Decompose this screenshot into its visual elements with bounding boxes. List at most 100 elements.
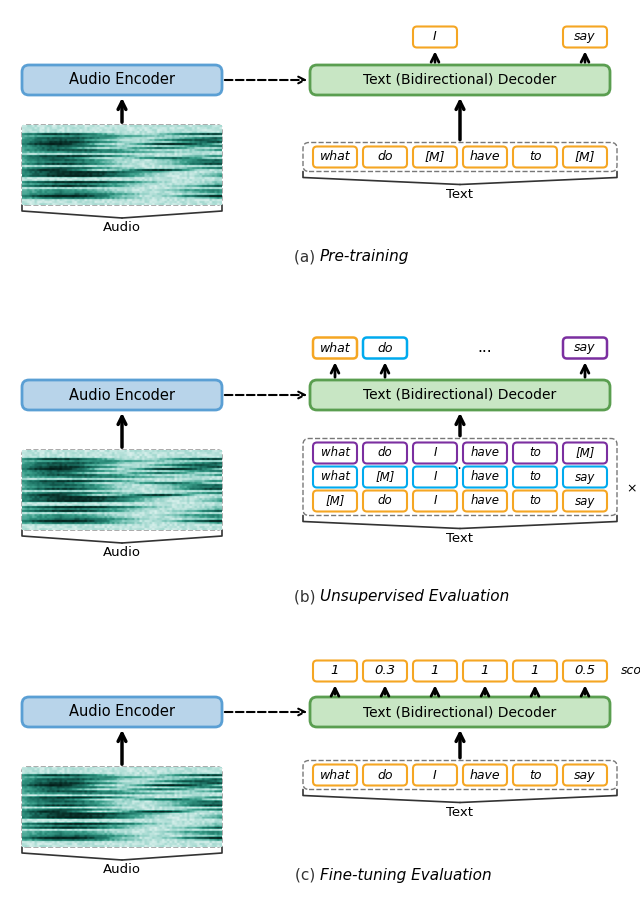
Text: Audio Encoder: Audio Encoder xyxy=(69,72,175,88)
Text: what: what xyxy=(321,471,349,483)
Text: I: I xyxy=(433,446,436,460)
FancyBboxPatch shape xyxy=(563,443,607,463)
Text: 1: 1 xyxy=(331,664,339,678)
Text: score: score xyxy=(621,664,640,678)
Text: Audio: Audio xyxy=(103,546,141,559)
Text: 0.5: 0.5 xyxy=(575,664,595,678)
Text: what: what xyxy=(321,446,349,460)
Text: I: I xyxy=(433,471,436,483)
Text: what: what xyxy=(320,768,350,782)
Text: say: say xyxy=(575,471,595,483)
FancyBboxPatch shape xyxy=(413,765,457,786)
FancyBboxPatch shape xyxy=(413,466,457,488)
FancyBboxPatch shape xyxy=(513,466,557,488)
Text: what: what xyxy=(320,150,350,164)
Text: to: to xyxy=(529,768,541,782)
FancyBboxPatch shape xyxy=(513,661,557,681)
FancyBboxPatch shape xyxy=(22,697,222,727)
FancyBboxPatch shape xyxy=(463,147,507,167)
Text: to: to xyxy=(529,446,541,460)
Text: say: say xyxy=(575,494,595,508)
FancyBboxPatch shape xyxy=(363,338,407,358)
Text: do: do xyxy=(378,446,392,460)
FancyBboxPatch shape xyxy=(513,491,557,511)
Text: ...: ... xyxy=(477,340,492,356)
Text: × L: × L xyxy=(627,482,640,496)
FancyBboxPatch shape xyxy=(563,26,607,47)
FancyBboxPatch shape xyxy=(413,26,457,47)
Text: I: I xyxy=(433,494,436,508)
FancyBboxPatch shape xyxy=(563,661,607,681)
FancyBboxPatch shape xyxy=(313,443,357,463)
FancyBboxPatch shape xyxy=(363,147,407,167)
FancyBboxPatch shape xyxy=(463,765,507,786)
FancyBboxPatch shape xyxy=(513,147,557,167)
FancyBboxPatch shape xyxy=(363,491,407,511)
FancyBboxPatch shape xyxy=(563,338,607,358)
FancyBboxPatch shape xyxy=(463,491,507,511)
FancyBboxPatch shape xyxy=(463,466,507,488)
Text: Text (Bidirectional) Decoder: Text (Bidirectional) Decoder xyxy=(364,705,557,719)
Text: Audio Encoder: Audio Encoder xyxy=(69,704,175,719)
Text: do: do xyxy=(377,768,393,782)
FancyBboxPatch shape xyxy=(313,491,357,511)
FancyBboxPatch shape xyxy=(413,443,457,463)
Text: Unsupervised Evaluation: Unsupervised Evaluation xyxy=(320,589,509,605)
FancyBboxPatch shape xyxy=(313,661,357,681)
FancyBboxPatch shape xyxy=(513,765,557,786)
Text: [M]: [M] xyxy=(575,150,595,164)
FancyBboxPatch shape xyxy=(563,466,607,488)
Text: Audio Encoder: Audio Encoder xyxy=(69,387,175,403)
FancyBboxPatch shape xyxy=(313,466,357,488)
FancyBboxPatch shape xyxy=(563,491,607,511)
Text: to: to xyxy=(529,494,541,508)
Text: Fine-tuning Evaluation: Fine-tuning Evaluation xyxy=(320,868,492,882)
FancyBboxPatch shape xyxy=(463,661,507,681)
Text: Pre-training: Pre-training xyxy=(320,250,410,264)
Text: do: do xyxy=(377,341,393,355)
Text: [M]: [M] xyxy=(375,471,395,483)
FancyBboxPatch shape xyxy=(463,443,507,463)
Text: 1: 1 xyxy=(431,664,439,678)
Text: have: have xyxy=(470,150,500,164)
FancyBboxPatch shape xyxy=(313,765,357,786)
Text: Text: Text xyxy=(447,187,474,201)
Text: 1: 1 xyxy=(481,664,489,678)
FancyBboxPatch shape xyxy=(363,765,407,786)
Text: (c): (c) xyxy=(295,868,320,882)
FancyBboxPatch shape xyxy=(310,65,610,95)
FancyBboxPatch shape xyxy=(413,147,457,167)
Text: 1: 1 xyxy=(531,664,539,678)
FancyBboxPatch shape xyxy=(363,443,407,463)
FancyBboxPatch shape xyxy=(310,697,610,727)
Text: Audio: Audio xyxy=(103,221,141,234)
FancyBboxPatch shape xyxy=(363,466,407,488)
Text: 0.3: 0.3 xyxy=(374,664,396,678)
FancyBboxPatch shape xyxy=(513,443,557,463)
FancyBboxPatch shape xyxy=(313,147,357,167)
Text: (a): (a) xyxy=(294,250,320,264)
Text: Text: Text xyxy=(447,531,474,545)
FancyBboxPatch shape xyxy=(563,147,607,167)
FancyBboxPatch shape xyxy=(22,65,222,95)
FancyBboxPatch shape xyxy=(363,661,407,681)
Text: do: do xyxy=(378,494,392,508)
Text: have: have xyxy=(470,768,500,782)
FancyBboxPatch shape xyxy=(313,338,357,358)
Text: what: what xyxy=(320,341,350,355)
Text: Text (Bidirectional) Decoder: Text (Bidirectional) Decoder xyxy=(364,388,557,402)
FancyBboxPatch shape xyxy=(22,380,222,410)
FancyBboxPatch shape xyxy=(413,491,457,511)
Text: have: have xyxy=(470,471,499,483)
Text: to: to xyxy=(529,471,541,483)
Text: do: do xyxy=(377,150,393,164)
FancyBboxPatch shape xyxy=(563,765,607,786)
FancyBboxPatch shape xyxy=(310,380,610,410)
Text: I: I xyxy=(433,768,437,782)
FancyBboxPatch shape xyxy=(413,661,457,681)
Text: say: say xyxy=(574,768,596,782)
Text: (b): (b) xyxy=(294,589,320,605)
Text: [M]: [M] xyxy=(425,150,445,164)
Text: have: have xyxy=(470,446,499,460)
Text: say: say xyxy=(574,31,596,43)
